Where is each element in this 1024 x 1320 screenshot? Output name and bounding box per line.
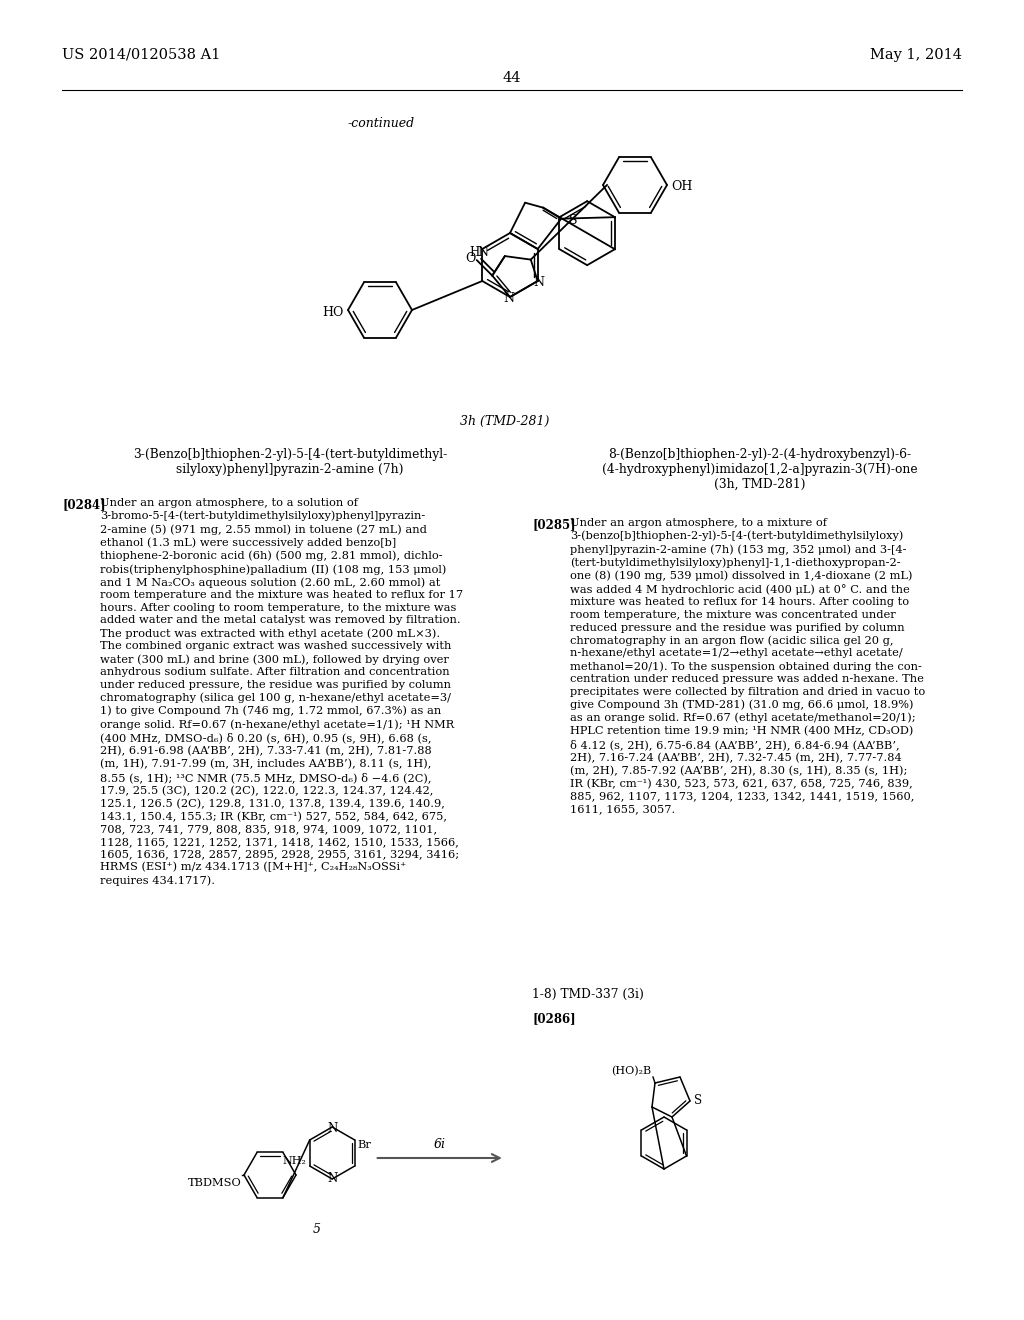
Text: NH₂: NH₂ <box>283 1156 306 1166</box>
Text: N: N <box>327 1172 337 1184</box>
Text: H: H <box>469 246 479 259</box>
Text: O: O <box>466 252 476 264</box>
Text: Under an argon atmosphere, to a mixture of
3-(benzo[b]thiophen-2-yl)-5-[4-(tert-: Under an argon atmosphere, to a mixture … <box>570 517 926 814</box>
Text: 6i: 6i <box>434 1138 445 1151</box>
Text: 44: 44 <box>503 71 521 84</box>
Text: 8-(Benzo[b]thiophen-2-yl)-2-(4-hydroxybenzyl)-6-
(4-hydroxyphenyl)imidazo[1,2-a]: 8-(Benzo[b]thiophen-2-yl)-2-(4-hydroxybe… <box>602 447 918 491</box>
Text: Under an argon atmosphere, to a solution of
3-bromo-5-[4-(tert-butyldimethylsily: Under an argon atmosphere, to a solution… <box>100 498 463 886</box>
Text: N: N <box>504 292 514 305</box>
Text: HO: HO <box>323 305 344 318</box>
Text: [0285]: [0285] <box>532 517 575 531</box>
Text: May 1, 2014: May 1, 2014 <box>870 48 962 62</box>
Text: 1-8) TMD-337 (3i): 1-8) TMD-337 (3i) <box>532 987 644 1001</box>
Text: N: N <box>327 1122 337 1134</box>
Text: (HO)₂B: (HO)₂B <box>611 1065 651 1076</box>
Text: S: S <box>569 214 578 227</box>
Text: S: S <box>694 1094 702 1107</box>
Text: TBDMSO: TBDMSO <box>188 1177 242 1188</box>
Text: -continued: -continued <box>348 117 415 129</box>
Text: N: N <box>534 276 544 289</box>
Text: 5: 5 <box>313 1224 322 1236</box>
Text: US 2014/0120538 A1: US 2014/0120538 A1 <box>62 48 220 62</box>
Text: [0284]: [0284] <box>62 498 105 511</box>
Text: 3-(Benzo[b]thiophen-2-yl)-5-[4-(tert-butyldimethyl-
silyloxy)phenyl]pyrazin-2-am: 3-(Benzo[b]thiophen-2-yl)-5-[4-(tert-but… <box>133 447 447 477</box>
Text: N: N <box>478 246 488 259</box>
Text: Br: Br <box>357 1140 372 1150</box>
Text: 3h (TMD-281): 3h (TMD-281) <box>461 414 550 428</box>
Text: OH: OH <box>671 181 692 194</box>
Text: [0286]: [0286] <box>532 1012 575 1026</box>
